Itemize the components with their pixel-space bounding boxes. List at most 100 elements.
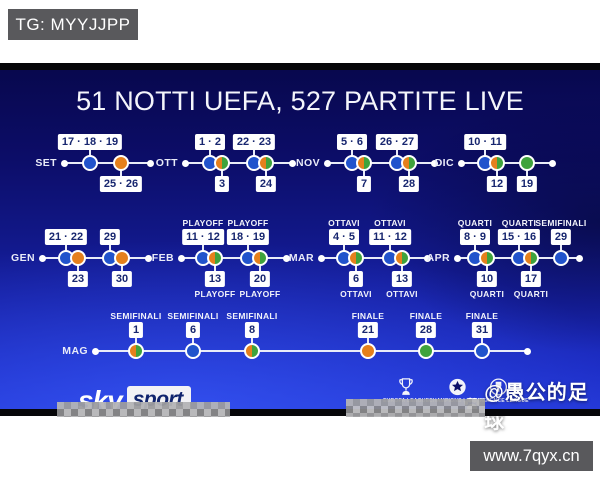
date-label: 15 · 16 xyxy=(497,229,541,245)
stage-label: PLAYOFF xyxy=(227,218,269,228)
conference-league-icon xyxy=(489,378,507,396)
month-label: NOV xyxy=(296,157,320,169)
top-letterbox-bar xyxy=(0,63,600,70)
tv-graphic: 51 NOTTI UEFA, 527 PARTITE LIVE SET 17 · … xyxy=(0,70,600,433)
month-label: APR xyxy=(426,252,450,264)
timeline-end-dot xyxy=(145,254,152,262)
stage-label: PLAYOFF xyxy=(194,289,236,299)
matchday-dot-orange xyxy=(360,343,376,359)
timeline-line xyxy=(95,350,527,352)
date-label: 3 xyxy=(214,176,230,192)
timeline-end-dot xyxy=(61,159,68,167)
stage-label: OTTAVI xyxy=(328,218,360,228)
timeline-end-dot xyxy=(178,254,185,262)
date-label: 24 xyxy=(255,176,277,192)
matchday-dot-split xyxy=(348,250,364,266)
month-label: FEB xyxy=(151,252,174,264)
timeline-line xyxy=(42,257,148,259)
timeline-end-dot xyxy=(283,254,290,262)
date-label: 11 · 12 xyxy=(369,229,411,245)
timeline-end-dot xyxy=(431,159,438,167)
date-label: 17 xyxy=(520,271,542,287)
stage-label: FINALE xyxy=(465,311,499,321)
matchday-dot-split xyxy=(523,250,539,266)
timeline-end-dot xyxy=(549,159,556,167)
date-label: 1 · 2 xyxy=(194,134,226,150)
date-label: 19 xyxy=(516,176,538,192)
stage-label: FINALE xyxy=(351,311,385,321)
timeline-line xyxy=(185,162,292,164)
matchday-dot-split xyxy=(479,250,495,266)
timeline-end-dot xyxy=(92,347,99,355)
stage-label: SEMIFINALI xyxy=(535,218,587,228)
date-label: 4 · 5 xyxy=(328,229,360,245)
conference-league-logo: CONFERENCE LEAGUE xyxy=(467,377,528,404)
stage-label: OTTAVI xyxy=(340,289,372,299)
date-label: 10 xyxy=(476,271,498,287)
date-label: 21 xyxy=(357,322,379,338)
stage-label: PLAYOFF xyxy=(239,289,281,299)
timeline-line xyxy=(461,162,552,164)
date-label: 6 xyxy=(185,322,201,338)
timeline-end-dot xyxy=(524,347,531,355)
tg-watermark-box: TG: MYYJJPP xyxy=(8,9,138,40)
matchday-dot-orange xyxy=(70,250,86,266)
matchday-dot-orange xyxy=(114,250,130,266)
date-label: 26 · 27 xyxy=(375,134,419,150)
matchday-dot-split xyxy=(128,343,144,359)
stage-label: OTTAVI xyxy=(374,218,406,228)
timeline-end-dot xyxy=(289,159,296,167)
date-label: 8 · 9 xyxy=(459,229,491,245)
date-label: 7 xyxy=(356,176,372,192)
date-label: 6 xyxy=(348,271,364,287)
date-label: 1 xyxy=(128,322,144,338)
date-label: 20 xyxy=(249,271,271,287)
date-label: 18 · 19 xyxy=(226,229,270,245)
stage-label: PLAYOFF xyxy=(182,218,224,228)
stage-label: SEMIFINALI xyxy=(110,311,162,321)
champions-league-starball-icon xyxy=(448,378,466,396)
matchday-dot-split xyxy=(252,250,268,266)
date-label: 21 · 22 xyxy=(44,229,88,245)
stage-label: FINALE xyxy=(409,311,443,321)
date-label: 13 xyxy=(391,271,413,287)
month-label: MAR xyxy=(288,252,314,264)
matchday-dot-blue xyxy=(82,155,98,171)
month-label: DIC xyxy=(434,157,454,169)
stage-label: QUARTI xyxy=(513,289,549,299)
matchday-dot-split xyxy=(258,155,274,171)
stage-label: OTTAVI xyxy=(386,289,418,299)
timeline-line xyxy=(181,257,286,259)
month-label: MAG xyxy=(62,345,88,357)
timeline-line xyxy=(64,162,150,164)
matchday-dot-blue xyxy=(474,343,490,359)
date-label: 29 xyxy=(550,229,572,245)
date-label: 28 xyxy=(415,322,437,338)
matchday-dot-split xyxy=(356,155,372,171)
timeline-end-dot xyxy=(318,254,325,262)
stage-label: QUARTI xyxy=(501,218,537,228)
date-label: 13 xyxy=(204,271,226,287)
timeline-line xyxy=(327,162,434,164)
site-watermark-box: www.7qyx.cn xyxy=(470,441,593,471)
date-label: 25 · 26 xyxy=(99,176,143,192)
timeline-end-dot xyxy=(576,254,583,262)
stage-label: QUARTI xyxy=(457,218,493,228)
timeline-end-dot xyxy=(39,254,46,262)
month-label: OTT xyxy=(155,157,178,169)
stage-label: SEMIFINALI xyxy=(167,311,219,321)
date-label: 29 xyxy=(99,229,121,245)
timeline-end-dot xyxy=(147,159,154,167)
stage-label: QUARTI xyxy=(469,289,505,299)
date-label: 12 xyxy=(486,176,508,192)
matchday-dot-green xyxy=(418,343,434,359)
date-label: 31 xyxy=(471,322,493,338)
conference-league-caption: CONFERENCE LEAGUE xyxy=(467,398,529,404)
graphic-title: 51 NOTTI UEFA, 527 PARTITE LIVE xyxy=(76,86,524,116)
tg-watermark-text: TG: MYYJJPP xyxy=(15,14,131,34)
timeline-end-dot xyxy=(454,254,461,262)
date-label: 23 xyxy=(67,271,89,287)
timeline-end-dot xyxy=(324,159,331,167)
matchday-dot-split xyxy=(489,155,505,171)
